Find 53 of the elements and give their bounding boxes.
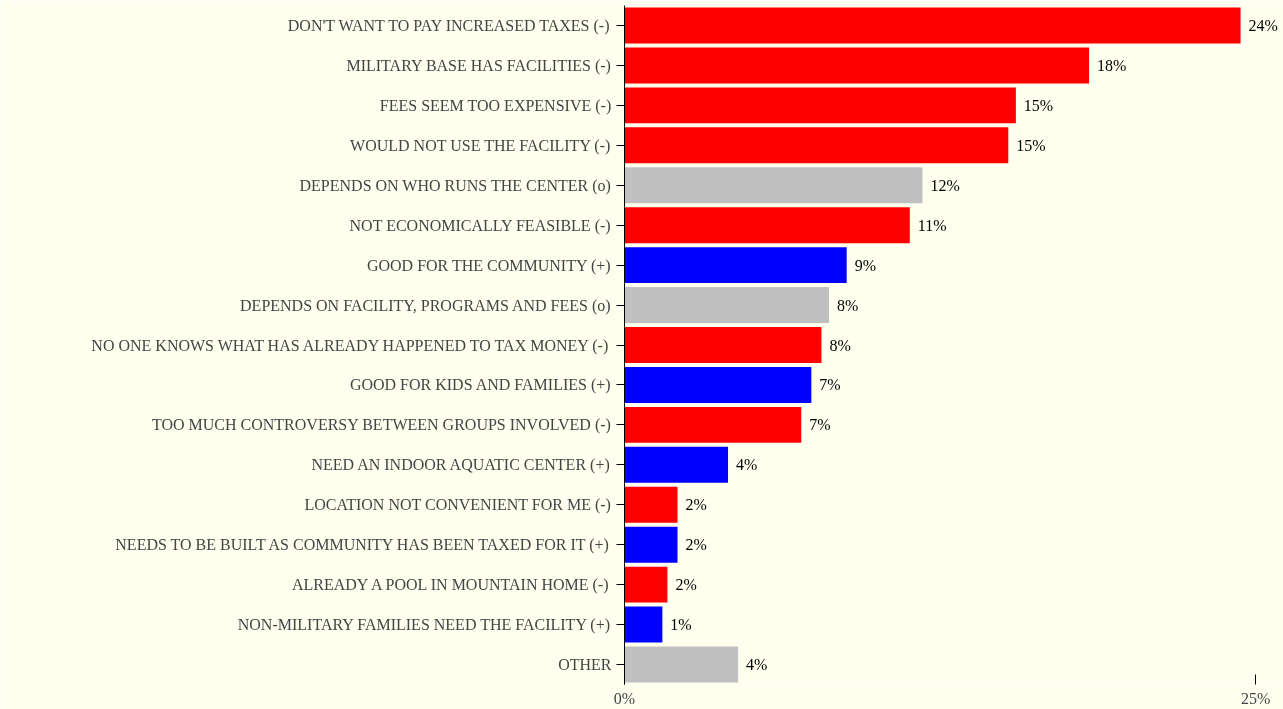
y-tick-label: GOOD FOR THE COMMUNITY (+) [366,256,611,275]
bar [624,87,1016,124]
y-tick-label: LOCATION NOT CONVENIENT FOR ME (-) [304,496,611,515]
data-label: 2% [685,536,707,554]
y-tick-label: DON'T WANT TO PAY INCREASED TAXES (-) [287,16,610,35]
bar [624,287,830,324]
data-label: 15% [1023,96,1054,114]
bar [624,366,812,403]
data-label: 4% [736,456,758,474]
bar [624,167,923,204]
data-label: 1% [670,616,692,634]
y-tick-label: GOOD FOR KIDS AND FAMILIES (+) [349,376,611,395]
y-tick-label: ALREADY A POOL IN MOUNTAIN HOME (-) [291,576,609,595]
bar [624,47,1090,84]
y-tick-label: NOT ECONOMICALLY FEASIBLE (-) [349,216,611,235]
bar [624,7,1241,44]
x-tick-label: 25% [1241,689,1271,707]
bar [624,247,847,284]
y-tick-label: NO ONE KNOWS WHAT HAS ALREADY HAPPENED TO TAX MONEY (-) [91,336,609,355]
data-label: 12% [930,176,960,194]
data-label: 9% [854,256,877,274]
data-label: 15% [1016,136,1046,154]
data-label: 4% [746,656,768,674]
bar [624,127,1009,164]
y-tick-label: NON-MILITARY FAMILIES NEED THE FACILITY (+) [237,616,611,635]
y-tick-label: NEEDS TO BE BUILT AS COMMUNITY HAS BEEN TAXED FOR IT (+) [115,536,609,555]
data-label: 11% [917,216,947,234]
bar [624,327,822,363]
bar [624,646,739,683]
bar [624,207,910,244]
y-tick-label: DEPENDS ON FACILITY, PROGRAMS AND FEES (o) [240,296,611,315]
bar [624,406,802,443]
y-tick-label: NEED AN INDOOR AQUATIC CENTER (+) [311,456,610,475]
data-label: 8% [829,336,851,354]
y-tick-label: OTHER [558,656,612,674]
y-tick-label: WOULD NOT USE THE FACILITY (-) [350,136,611,155]
bar [624,566,668,603]
x-tick-label: 0% [613,689,636,707]
bar [624,446,729,483]
y-tick-label: FEES SEEM TOO EXPENSIVE (-) [379,96,612,115]
data-label: 2% [675,576,697,594]
y-tick-label: DEPENDS ON WHO RUNS THE CENTER (o) [299,176,611,195]
data-label: 8% [837,296,859,314]
bar [624,526,678,563]
data-label: 2% [685,496,707,514]
data-label: 7% [809,416,831,434]
data-label: 7% [819,376,841,394]
bar [624,486,678,523]
y-tick-label: TOO MUCH CONTROVERSY BETWEEN GROUPS INVOLVED (-) [151,416,611,435]
bar [624,606,663,643]
data-label: 24% [1248,16,1278,34]
y-tick-label: MILITARY BASE HAS FACILITIES (-) [346,56,611,75]
data-label: 18% [1097,56,1127,74]
